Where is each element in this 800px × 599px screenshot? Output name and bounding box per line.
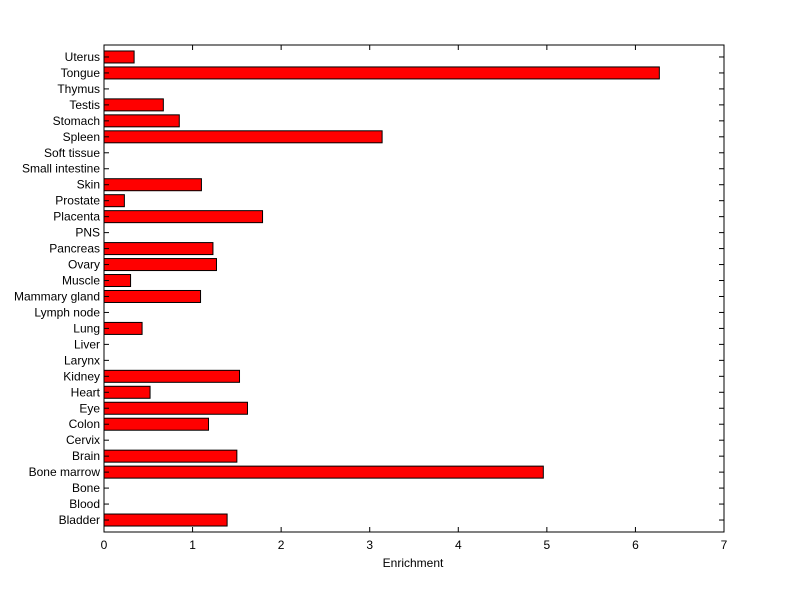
bar-colon [103, 417, 210, 431]
y-tick-label: Thymus [57, 82, 100, 96]
bar-placenta [103, 210, 264, 224]
y-tick-label: Heart [71, 385, 101, 399]
bar-kidney [103, 369, 241, 383]
y-tick-label: Skin [77, 178, 100, 192]
y-tick-label: Lung [73, 321, 100, 335]
x-tick-label: 4 [455, 538, 462, 552]
y-tick-label: Brain [72, 449, 100, 463]
bar-ovary [103, 258, 217, 272]
bar-testis [103, 98, 164, 112]
y-tick-label: Blood [69, 497, 100, 511]
bar-bladder [103, 513, 228, 527]
y-tick-label: Testis [69, 98, 100, 112]
x-tick-label: 1 [189, 538, 196, 552]
y-tick-label: Uterus [65, 50, 100, 64]
bar-heart [103, 385, 151, 399]
y-tick-label: Liver [74, 337, 100, 351]
y-tick-label: Prostate [55, 194, 100, 208]
bar-skin [103, 178, 202, 192]
y-tick-label: Mammary gland [14, 289, 100, 303]
y-tick-label: Cervix [66, 433, 100, 447]
y-tick-label: Kidney [63, 369, 100, 383]
y-tick-label: Colon [69, 417, 100, 431]
y-tick-label: Small intestine [22, 162, 100, 176]
x-tick-label: 2 [278, 538, 285, 552]
x-axis-label: Enrichment [383, 556, 444, 570]
y-tick-label: Bone [72, 481, 100, 495]
y-tick-label: Lymph node [34, 305, 100, 319]
y-tick-label: Pancreas [49, 242, 100, 256]
x-tick-label: 0 [101, 538, 108, 552]
y-ticks-group: Uterus Tongue Thymus Testis Stomach Spleen Sof… [14, 50, 724, 527]
x-tick-label: 7 [721, 538, 728, 552]
bar-spleen [103, 130, 383, 144]
y-tick-label: Tongue [61, 66, 101, 80]
x-tick-label: 6 [632, 538, 639, 552]
bar-stomach [103, 114, 180, 128]
y-tick-label: Muscle [62, 274, 100, 288]
y-tick-label: Soft tissue [44, 146, 100, 160]
bar-pancreas [103, 242, 214, 256]
y-tick-label: Eye [79, 401, 100, 415]
plot-area-frame [103, 44, 725, 533]
x-tick-label: 3 [366, 538, 373, 552]
x-tick-label: 5 [544, 538, 551, 552]
bar-mammary-gland [103, 289, 202, 303]
bar-bone-marrow [103, 465, 544, 479]
x-ticks-group: 0 1 2 3 4 5 6 7 [101, 45, 728, 552]
y-tick-label: Ovary [68, 258, 100, 272]
bar-lung [103, 321, 143, 335]
bar-tongue [103, 66, 660, 80]
y-tick-label: Spleen [63, 130, 100, 144]
y-tick-label: Bone marrow [29, 465, 101, 479]
y-tick-label: Larynx [64, 353, 100, 367]
y-tick-label: Bladder [59, 513, 100, 527]
y-tick-label: Placenta [53, 210, 100, 224]
y-tick-label: Stomach [53, 114, 100, 128]
bar-eye [103, 401, 248, 415]
bar-brain [103, 449, 238, 463]
y-tick-label: PNS [75, 226, 100, 240]
